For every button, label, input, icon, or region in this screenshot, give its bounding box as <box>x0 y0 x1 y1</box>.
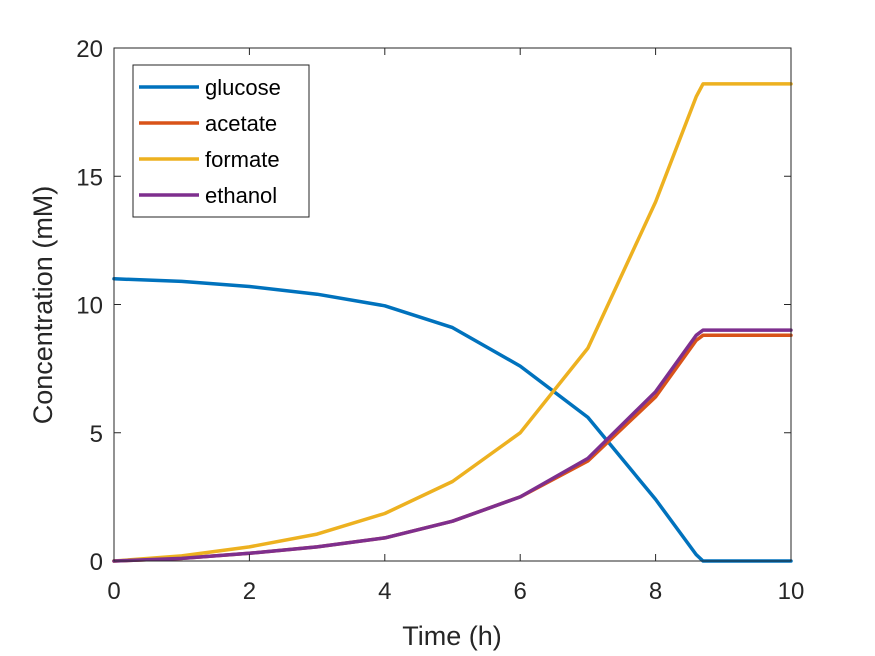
series-line-ethanol <box>112 328 793 563</box>
series-line-formate <box>112 82 793 563</box>
y-tick-label: 0 <box>90 549 103 576</box>
legend-label-formate: formate <box>205 147 280 172</box>
y-axis-title: Concentration (mM) <box>28 186 58 425</box>
legend-label-glucose: glucose <box>205 75 281 100</box>
y-tick-label: 20 <box>76 36 103 63</box>
x-axis-ticks: 0 2 4 6 8 10 <box>107 48 804 605</box>
x-tick-label: 2 <box>243 578 256 605</box>
y-tick-label: 5 <box>90 421 103 448</box>
x-tick-label: 8 <box>649 578 662 605</box>
x-tick-label: 4 <box>378 578 391 605</box>
x-tick-label: 6 <box>514 578 527 605</box>
x-axis-title: Time (h) <box>402 621 502 651</box>
y-tick-label: 10 <box>76 293 103 320</box>
y-axis-ticks: 0 5 10 15 20 <box>76 36 791 576</box>
y-tick-label: 15 <box>76 164 103 191</box>
x-tick-label: 0 <box>107 578 120 605</box>
legend-label-acetate: acetate <box>205 111 277 136</box>
legend-box <box>132 64 310 218</box>
x-tick-label: 10 <box>778 578 805 605</box>
legend: glucose acetate formate ethanol <box>132 64 310 218</box>
legend-label-ethanol: ethanol <box>205 183 277 208</box>
